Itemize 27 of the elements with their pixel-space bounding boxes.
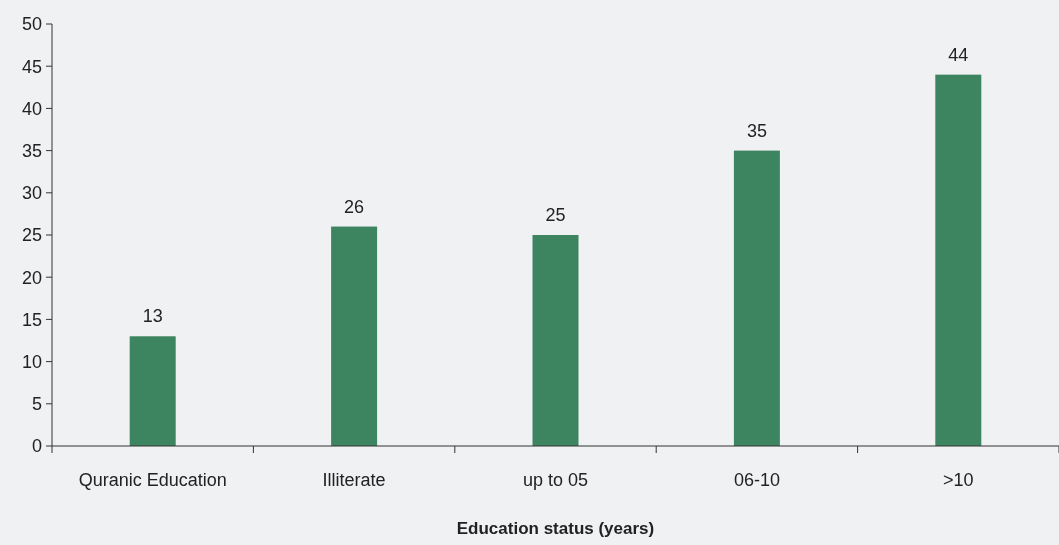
- y-tick-label: 45: [21, 56, 42, 77]
- x-axis-title: Education status (years): [456, 519, 655, 538]
- data-label: 25: [545, 205, 566, 225]
- x-tick-label: >10: [943, 470, 974, 490]
- data-label: 44: [948, 44, 969, 65]
- x-tick-label: 06-10: [733, 470, 780, 490]
- y-tick-label: 5: [31, 394, 42, 415]
- y-tick-label: 30: [21, 183, 42, 204]
- bar: [129, 336, 176, 446]
- y-tick-label: 35: [21, 140, 42, 161]
- bar: [331, 226, 378, 446]
- y-tick-label: 20: [21, 267, 42, 288]
- data-label: 26: [344, 196, 365, 217]
- y-tick-label: 25: [21, 225, 42, 246]
- y-tick-label: 10: [21, 351, 42, 372]
- y-tick-label: 0: [31, 436, 42, 457]
- x-tick-label: up to 05: [522, 470, 589, 490]
- bar: [733, 150, 780, 446]
- bar: [935, 74, 982, 446]
- data-label: 35: [746, 120, 767, 141]
- y-tick-label: 15: [21, 309, 42, 330]
- y-tick-label: 50: [21, 14, 42, 35]
- x-tick-label: Illiterate: [322, 470, 386, 490]
- x-tick-label: Quranic Education: [78, 470, 227, 490]
- data-label: 13: [142, 306, 163, 327]
- bar: [532, 235, 579, 446]
- y-tick-label: 40: [21, 98, 42, 119]
